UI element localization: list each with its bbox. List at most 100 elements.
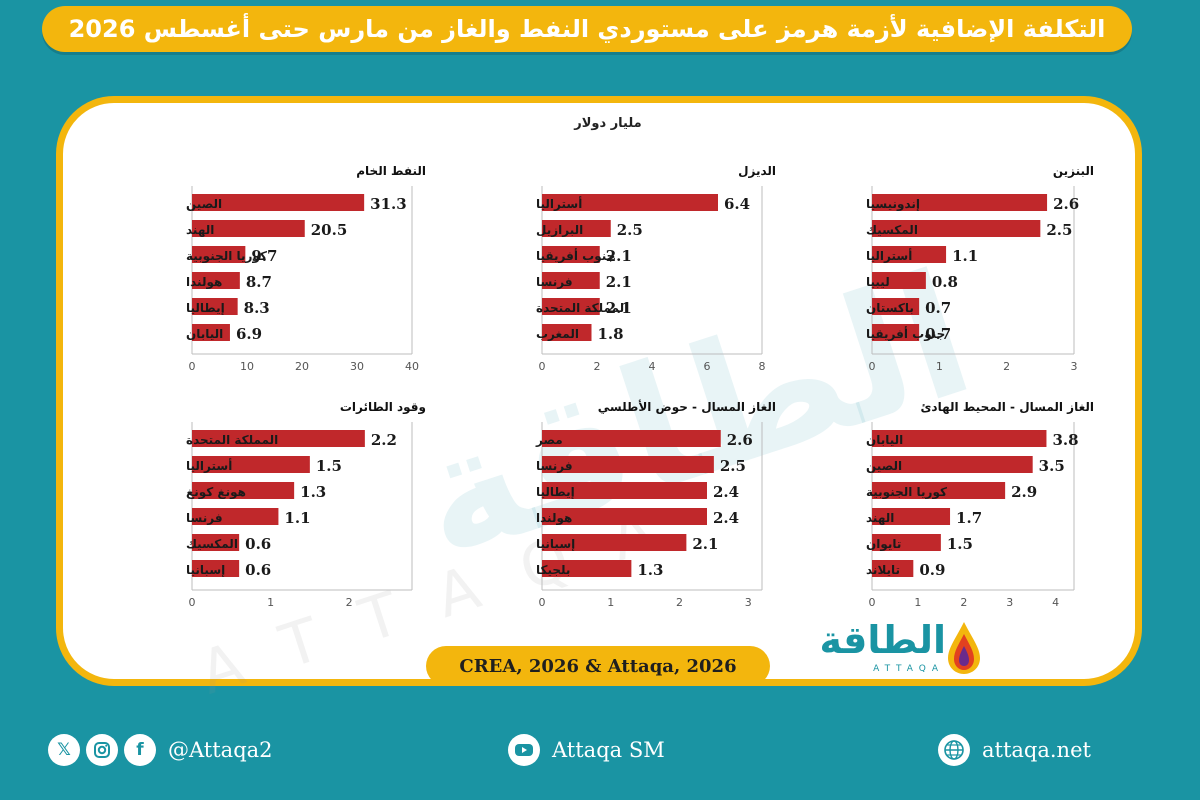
category-label: المكسيك	[866, 223, 918, 237]
bar	[542, 482, 707, 499]
bar	[192, 534, 240, 551]
bar	[872, 482, 1006, 499]
logo-arabic: الطاقة	[819, 618, 946, 662]
value-label: 1.1	[952, 247, 978, 265]
value-label: 0.8	[932, 273, 958, 291]
x-tick-label: 1	[607, 596, 614, 609]
bar	[192, 194, 365, 211]
facebook-icon[interactable]: f	[124, 734, 156, 766]
bar	[192, 456, 310, 473]
bar	[542, 298, 600, 315]
bar	[192, 298, 238, 315]
title-banner: التكلفة الإضافية لأزمة هرمز على مستوردي …	[42, 6, 1132, 52]
value-label: 0.6	[245, 535, 271, 553]
youtube-channel[interactable]: Attaqa SM	[552, 738, 665, 762]
bar	[872, 430, 1047, 447]
category-label: فرنسا	[536, 459, 573, 473]
bar	[542, 430, 721, 447]
value-label: 31.3	[370, 195, 407, 213]
value-label: 1.8	[598, 325, 624, 343]
x-tick-label: 3	[745, 596, 752, 609]
bar	[872, 298, 920, 315]
website-link[interactable]: attaqa.net	[982, 738, 1091, 762]
bar	[872, 272, 926, 289]
category-label: فرنسا	[536, 275, 573, 289]
x-tick-label: 20	[295, 360, 309, 373]
bar-chart: 0 1 2 3 إندونيسيا 2.6 المكسيك 2.5 أستراليا 1.1 ليب…	[866, 186, 1079, 373]
value-label: 2.1	[606, 273, 632, 291]
bar	[192, 272, 240, 289]
bar	[542, 508, 707, 525]
category-label: الصين	[866, 459, 902, 473]
value-label: 1.5	[316, 457, 342, 475]
bar-chart: 0 1 2 3 مصر 2.6 فرنسا 2.5 إيطاليا 2.4 هولندا 2.4 إسب…	[535, 422, 763, 609]
value-label: 8.3	[244, 299, 270, 317]
bar	[192, 508, 279, 525]
x-tick-label: 0	[539, 596, 546, 609]
value-label: 2.6	[1053, 195, 1079, 213]
x-tick-label: 0	[189, 360, 196, 373]
value-label: 2.6	[727, 431, 753, 449]
instagram-icon[interactable]	[86, 734, 118, 766]
website-group: attaqa.net	[938, 734, 1091, 766]
value-label: 6.4	[724, 195, 750, 213]
bar	[872, 534, 941, 551]
value-label: 2.2	[371, 431, 397, 449]
x-tick-label: 2	[960, 596, 967, 609]
category-label: كوريا الجنوبية	[866, 485, 947, 500]
x-tick-label: 8	[759, 360, 766, 373]
bar	[542, 194, 718, 211]
x-tick-label: 0	[189, 596, 196, 609]
category-label: اليابان	[866, 433, 903, 447]
chart-title: الغاز المسال - المحيط الهادئ	[920, 400, 1094, 414]
x-tick-label: 4	[1052, 596, 1059, 609]
bar	[542, 272, 600, 289]
category-label: كوريا الجنوبية	[186, 249, 267, 264]
x-tick-label: 2	[676, 596, 683, 609]
globe-icon[interactable]	[938, 734, 970, 766]
value-label: 0.7	[925, 299, 951, 317]
x-tick-label: 10	[240, 360, 254, 373]
chart-title: البنزين	[1052, 164, 1094, 178]
value-label: 1.7	[956, 509, 982, 527]
value-label: 20.5	[311, 221, 348, 239]
value-label: 3.5	[1039, 457, 1065, 475]
youtube-icon[interactable]	[508, 734, 540, 766]
bar	[872, 324, 920, 341]
chart-panel-1: النفط الخام 0 10 20 30 40 الصين 31.3 الهند 20.5 كو…	[82, 164, 432, 374]
category-label: باكستان	[866, 301, 914, 315]
bar	[192, 220, 305, 237]
category-label: جنوب أفريقيا	[536, 248, 615, 264]
category-label: المغرب	[536, 327, 579, 341]
value-label: 0.7	[925, 325, 951, 343]
x-tick-label: 0	[869, 596, 876, 609]
x-tick-label: 4	[649, 360, 656, 373]
x-icon[interactable]: 𝕏	[48, 734, 80, 766]
value-label: 3.8	[1052, 431, 1078, 449]
bar	[192, 324, 230, 341]
category-label: أستراليا	[866, 248, 912, 263]
value-label: 1.3	[300, 483, 326, 501]
chart-title: الغاز المسال - حوض الأطلسي	[597, 400, 776, 414]
bar	[872, 220, 1041, 237]
value-label: 1.1	[284, 509, 310, 527]
social-handle[interactable]: @Attaqa2	[168, 738, 273, 762]
category-label: الصين	[186, 197, 222, 211]
bar	[872, 246, 947, 263]
chart-panel-5: الغاز المسال - حوض الأطلسي 0 1 2 3 مصر 2.6 فرنس…	[432, 400, 782, 610]
x-tick-label: 2	[346, 596, 353, 609]
bar	[542, 220, 611, 237]
x-tick-label: 3	[1006, 596, 1013, 609]
category-label: هولندا	[186, 275, 222, 290]
category-label: ليبيا	[866, 275, 890, 289]
bar	[872, 560, 914, 577]
x-tick-label: 30	[350, 360, 364, 373]
bar-chart: 0 1 2 3 4 اليابان 3.8 الصين 3.5 كوريا الجنوبية 2.9…	[866, 422, 1079, 609]
category-label: إسبانيا	[536, 537, 575, 551]
x-tick-label: 0	[869, 360, 876, 373]
bar	[192, 482, 295, 499]
x-tick-label: 3	[1071, 360, 1078, 373]
bar	[872, 456, 1033, 473]
youtube-group: Attaqa SM	[508, 734, 665, 766]
